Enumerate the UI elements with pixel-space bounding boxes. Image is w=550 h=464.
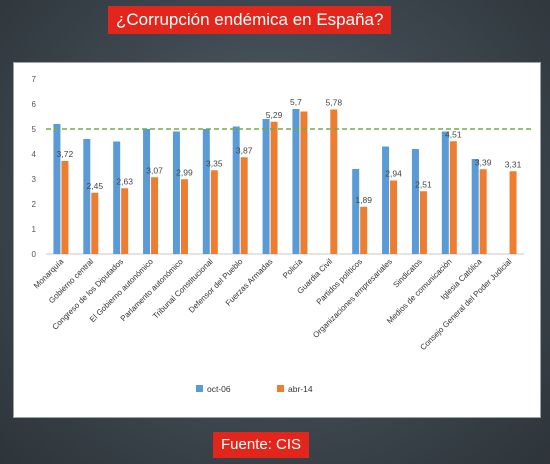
bar xyxy=(91,192,99,254)
bar xyxy=(270,121,278,254)
bar xyxy=(360,206,368,254)
data-label: 3,31 xyxy=(505,159,522,169)
data-label: 2,51 xyxy=(415,179,432,189)
bar xyxy=(143,129,151,254)
data-label: 2,45 xyxy=(87,181,104,191)
legend-swatch xyxy=(196,385,203,392)
bar xyxy=(83,139,91,254)
bar xyxy=(390,180,398,254)
bar xyxy=(382,146,390,254)
bar xyxy=(53,124,61,254)
y-tick-label: 4 xyxy=(32,150,37,159)
bar xyxy=(411,149,419,254)
y-tick-label: 2 xyxy=(32,200,37,209)
bar xyxy=(300,111,308,254)
data-label: 1,89 xyxy=(355,195,372,205)
category-label: Defensor del Pueblo xyxy=(187,257,245,315)
data-label: 2,99 xyxy=(176,167,193,177)
bar xyxy=(61,161,69,254)
bar xyxy=(262,119,270,254)
bar xyxy=(449,141,457,254)
y-tick-label: 7 xyxy=(32,75,37,84)
data-label: 5,7 xyxy=(290,97,302,107)
y-tick-label: 5 xyxy=(32,125,37,134)
bar-chart: 0 1 2 3 4 5 6 7 5,7 3,72 2,45 2,63 3,07 2,99 3,35 3,87 5… xyxy=(32,75,532,394)
data-label: 4,51 xyxy=(445,129,462,139)
chart-panel: 0 1 2 3 4 5 6 7 5,7 3,72 2,45 2,63 3,07 2,99 3,35 3,87 5… xyxy=(13,62,541,418)
y-tick-label: 6 xyxy=(32,100,37,109)
y-tick-label: 0 xyxy=(32,250,37,259)
y-tick-label: 1 xyxy=(32,225,37,234)
bar xyxy=(441,131,449,254)
legend-swatch xyxy=(277,385,284,392)
source-label: Fuente: CIS xyxy=(213,432,310,458)
bar xyxy=(509,171,517,254)
bar xyxy=(121,188,129,254)
category-label: Policía xyxy=(281,257,305,281)
data-label: 3,87 xyxy=(236,145,253,155)
bar xyxy=(240,157,248,254)
bar xyxy=(210,170,218,254)
data-label: 3,35 xyxy=(206,158,223,168)
chart-title: ¿Corrupción endémica en España? xyxy=(108,6,392,34)
data-label: 3,39 xyxy=(475,157,492,167)
legend-label: oct-06 xyxy=(207,384,231,394)
bar xyxy=(151,177,159,254)
bar xyxy=(471,159,479,254)
bar xyxy=(113,141,121,254)
legend-label: abr-14 xyxy=(288,384,313,394)
data-label: 2,94 xyxy=(385,169,402,179)
bar xyxy=(232,126,240,254)
bar xyxy=(202,129,210,254)
y-tick-label: 3 xyxy=(32,175,37,184)
data-label: 5,78 xyxy=(326,98,343,108)
bar xyxy=(292,109,300,254)
bar xyxy=(479,169,487,254)
bar xyxy=(419,191,427,254)
bar xyxy=(330,109,338,254)
data-label: 2,63 xyxy=(116,176,133,186)
bar xyxy=(352,169,360,254)
bar xyxy=(172,131,180,254)
data-label: 5,29 xyxy=(266,110,283,120)
data-label: 3,72 xyxy=(57,149,74,159)
bar xyxy=(180,179,188,254)
data-label: 3,07 xyxy=(146,165,163,175)
